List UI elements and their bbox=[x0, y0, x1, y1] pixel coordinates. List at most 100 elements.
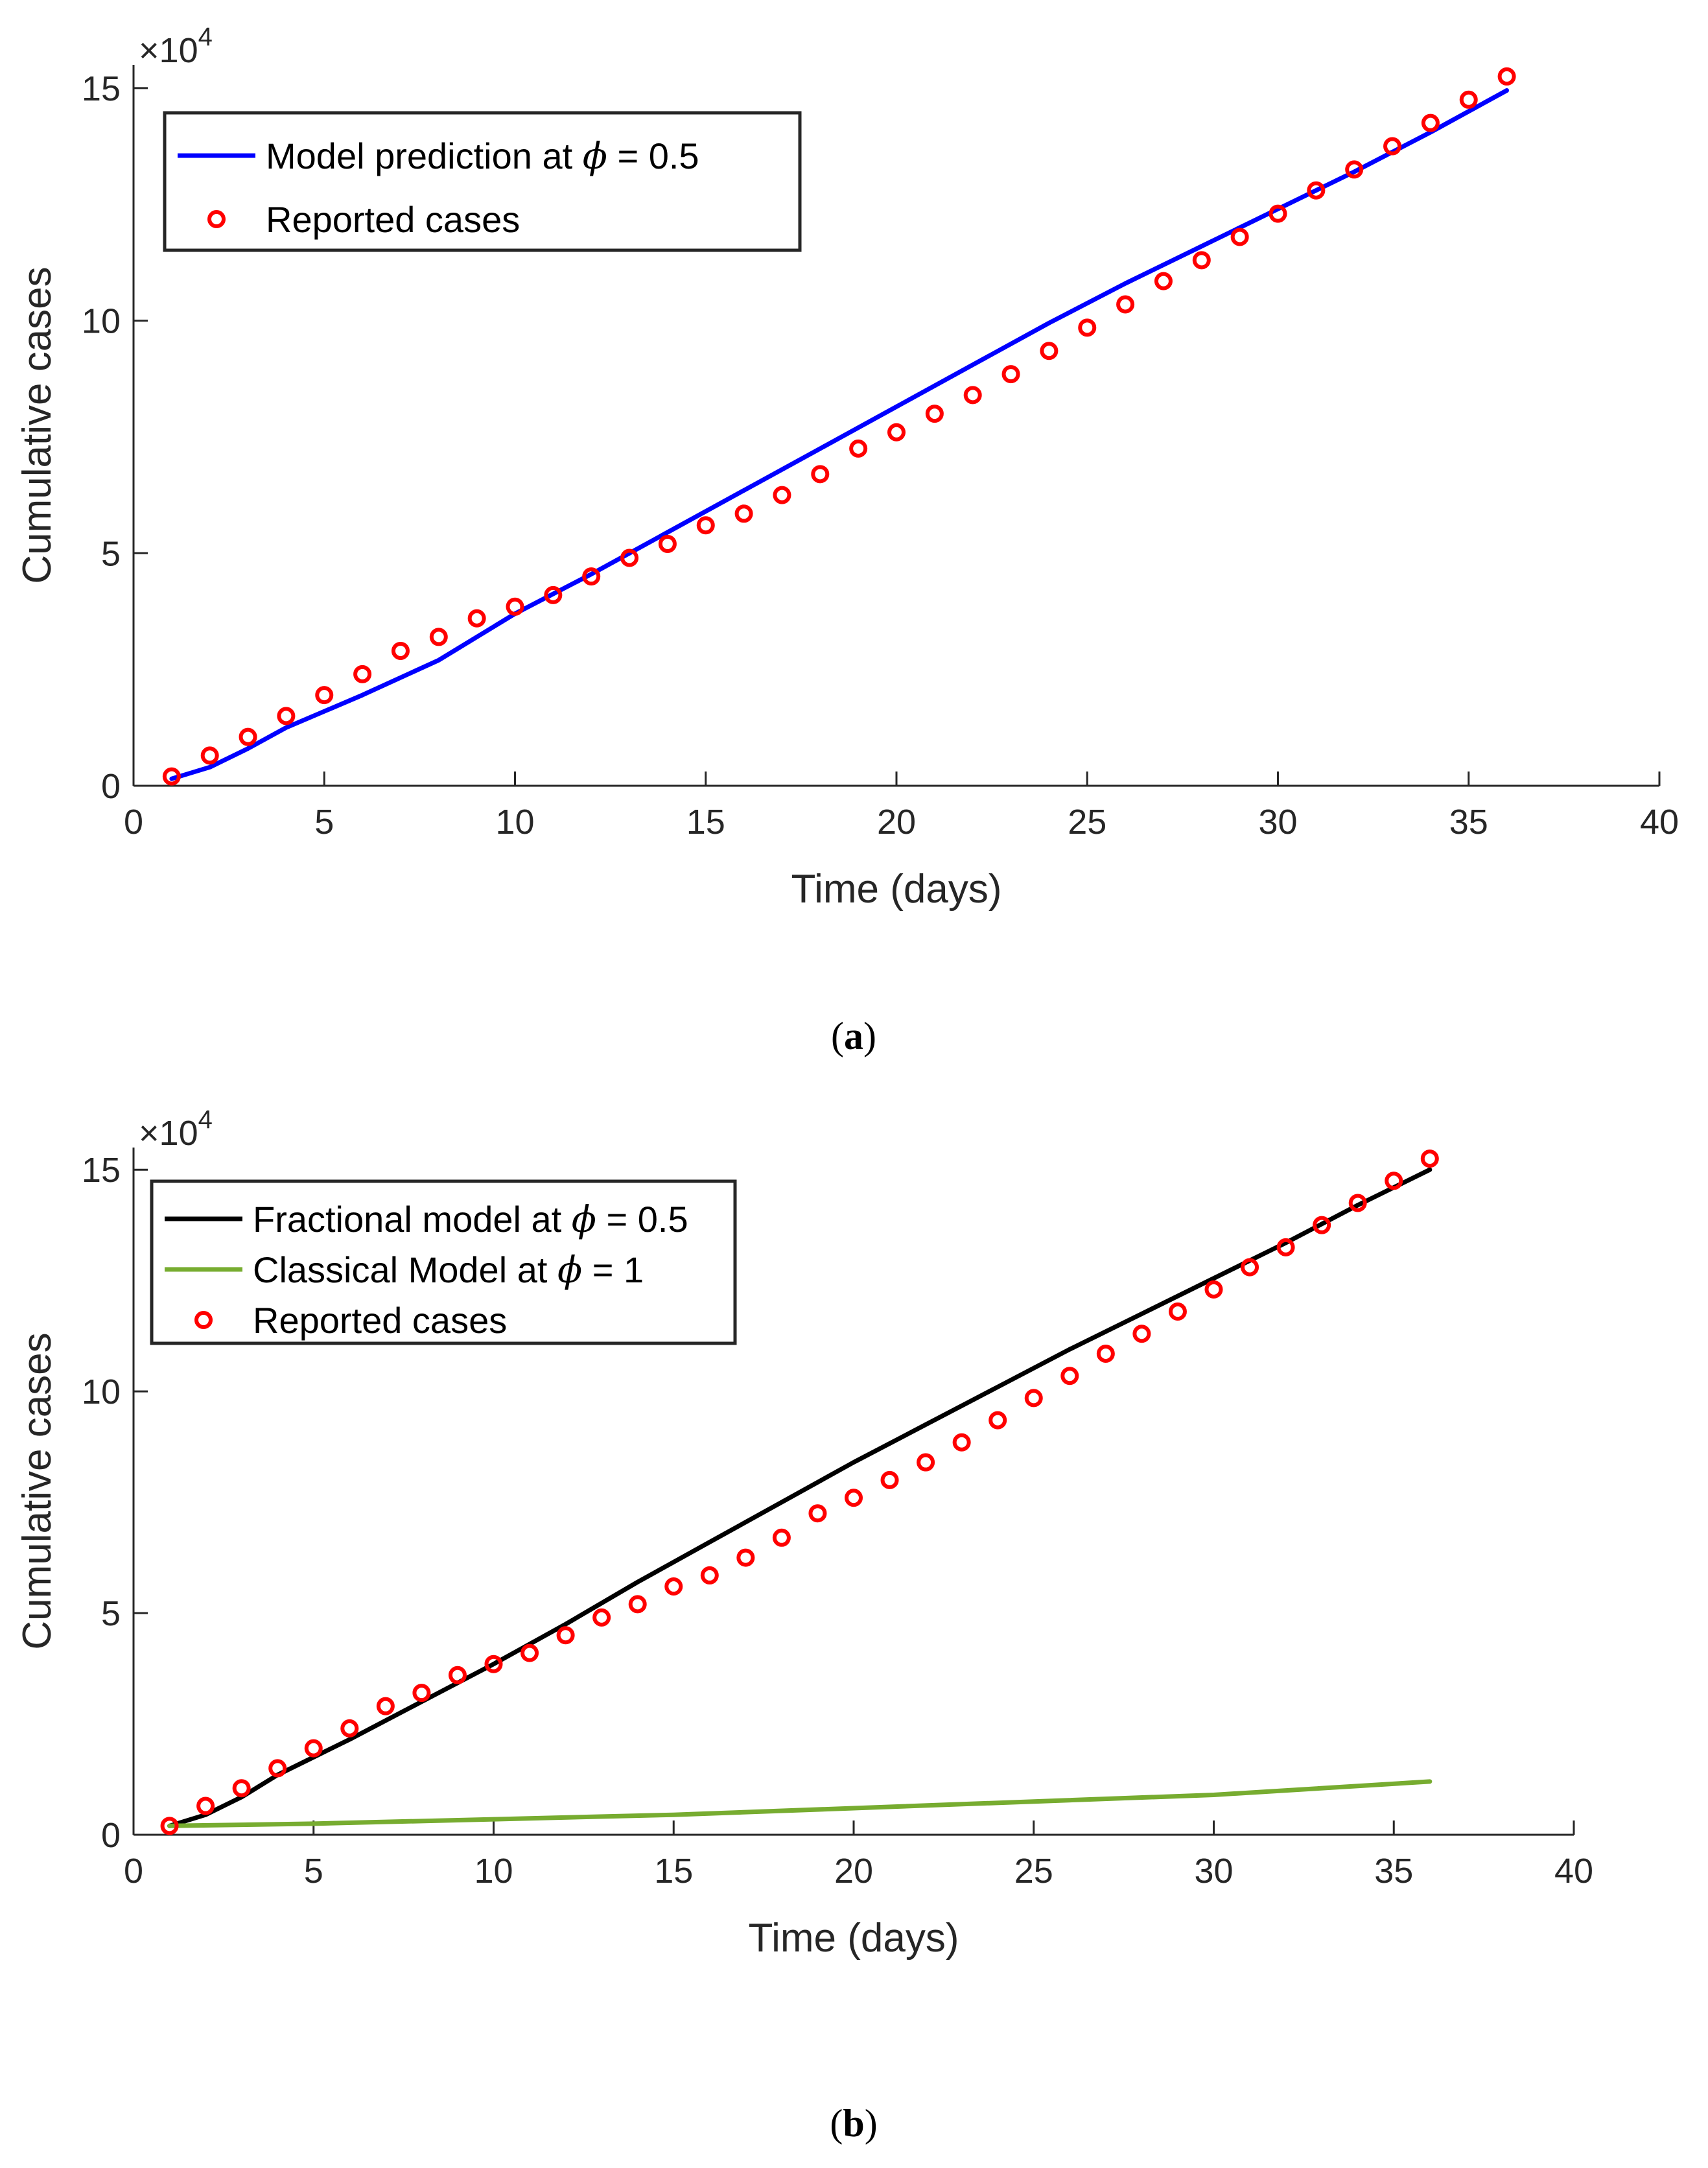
panel-label-close: ) bbox=[863, 1015, 876, 1057]
data-point bbox=[1154, 272, 1173, 290]
data-point bbox=[1132, 1325, 1151, 1343]
data-point bbox=[196, 1797, 215, 1815]
data-point bbox=[664, 1577, 683, 1596]
legend-entry-text: Fractional model at bbox=[253, 1199, 572, 1240]
x-tick-label: 30 bbox=[1194, 1852, 1233, 1891]
data-point bbox=[772, 1528, 791, 1547]
data-point bbox=[700, 1566, 719, 1585]
x-tick-label: 40 bbox=[1554, 1852, 1593, 1891]
data-point bbox=[353, 665, 372, 683]
data-point bbox=[277, 707, 296, 725]
chart-panel-b: 0 5 10 15 20 25 30 35 40 0 5 10 15 ×104 Time (days) Cum… bbox=[15, 1105, 1593, 2145]
legend-entry: Reported cases bbox=[266, 199, 520, 240]
data-point bbox=[696, 516, 715, 535]
panel-label: (a) bbox=[831, 1015, 876, 1057]
data-point bbox=[556, 1626, 575, 1645]
x-tick-label: 5 bbox=[314, 803, 334, 842]
y-multiplier-exponent: 4 bbox=[198, 1105, 213, 1134]
legend-marker-swatch bbox=[194, 1311, 213, 1329]
y-multiplier-exponent: 4 bbox=[198, 23, 213, 51]
data-point bbox=[1024, 1389, 1043, 1408]
data-point bbox=[391, 641, 410, 660]
legend-entry-symbol: ϕ bbox=[583, 136, 607, 178]
series-line-1 bbox=[167, 1779, 1433, 1828]
data-point bbox=[1040, 342, 1059, 360]
data-point bbox=[1001, 365, 1020, 384]
data-point bbox=[1276, 1238, 1295, 1256]
x-tick-label: 40 bbox=[1640, 803, 1679, 842]
data-point bbox=[200, 746, 219, 765]
x-tick-label: 5 bbox=[304, 1852, 323, 1891]
data-point bbox=[917, 1453, 935, 1472]
y-tick-label: 10 bbox=[82, 1373, 121, 1411]
legend-entry-text: Reported cases bbox=[266, 199, 520, 240]
x-axis-title: Time (days) bbox=[749, 1916, 959, 1961]
data-point bbox=[315, 686, 334, 705]
legend-entry-symbol: ϕ bbox=[557, 1249, 582, 1291]
legend-entry: Reported cases bbox=[253, 1300, 507, 1341]
data-point bbox=[544, 585, 563, 604]
data-point bbox=[412, 1684, 431, 1703]
data-point bbox=[340, 1719, 359, 1738]
legend-entry: Fractional model at ϕ = 0.5 bbox=[253, 1199, 688, 1241]
data-point bbox=[592, 1608, 611, 1627]
data-point bbox=[845, 1489, 863, 1507]
legend-entry-text: Reported cases bbox=[253, 1300, 507, 1341]
data-point bbox=[1385, 1172, 1403, 1190]
data-point bbox=[1307, 181, 1326, 200]
x-tick-label: 0 bbox=[124, 803, 143, 842]
data-point bbox=[925, 405, 944, 423]
data-point bbox=[849, 439, 868, 458]
legend-entry-text: Model prediction at bbox=[266, 136, 583, 176]
data-point bbox=[1420, 1149, 1439, 1168]
data-point bbox=[1096, 1345, 1115, 1363]
data-point bbox=[1078, 318, 1097, 337]
x-tick-label: 20 bbox=[877, 803, 916, 842]
data-point bbox=[1241, 1258, 1259, 1277]
data-point bbox=[1313, 1216, 1331, 1234]
y-tick-label: 0 bbox=[101, 1816, 121, 1855]
legend-entry-value: = 0.5 bbox=[607, 136, 699, 176]
y-tick-label: 5 bbox=[101, 1594, 121, 1633]
data-point bbox=[658, 534, 677, 553]
data-point bbox=[734, 504, 753, 523]
legend-box bbox=[150, 1179, 737, 1345]
panel-label-open: ( bbox=[830, 2102, 843, 2145]
data-point bbox=[1168, 1302, 1187, 1321]
chart-panel-a: 0 5 10 15 20 25 30 35 40 0 5 10 15 ×104 Time (days) Cum… bbox=[15, 23, 1679, 1057]
data-point bbox=[429, 628, 448, 646]
series-line-0 bbox=[169, 88, 1510, 781]
data-point bbox=[162, 767, 181, 786]
data-point bbox=[1383, 137, 1402, 156]
data-point bbox=[304, 1739, 323, 1758]
y-tick-label: 15 bbox=[82, 69, 121, 108]
data-point bbox=[628, 1595, 647, 1614]
data-point bbox=[521, 1644, 539, 1662]
x-tick-label: 35 bbox=[1374, 1852, 1413, 1891]
panel-label-open: ( bbox=[831, 1015, 844, 1057]
data-point bbox=[1345, 160, 1364, 179]
panel-label: (b) bbox=[830, 2102, 877, 2145]
panel-label-letter: b bbox=[843, 2102, 864, 2145]
x-tick-label: 25 bbox=[1014, 1852, 1053, 1891]
panel-label-close: ) bbox=[865, 2102, 878, 2145]
data-point bbox=[484, 1655, 503, 1673]
y-multiplier-base: ×10 bbox=[139, 31, 198, 70]
data-point bbox=[952, 1433, 971, 1452]
data-point bbox=[1204, 1280, 1223, 1299]
data-point bbox=[989, 1411, 1007, 1430]
data-point bbox=[1116, 295, 1135, 314]
data-point bbox=[620, 548, 639, 567]
y-axis-title: Cumulative cases bbox=[15, 1332, 60, 1649]
data-point bbox=[1459, 90, 1478, 109]
y-tick-label: 0 bbox=[101, 767, 121, 806]
panel-label-letter: a bbox=[844, 1015, 863, 1057]
legend-entry: Classical Model at ϕ = 1 bbox=[253, 1249, 644, 1291]
legend-marker-swatch bbox=[207, 210, 226, 228]
legend-entry: Model prediction at ϕ = 0.5 bbox=[266, 136, 699, 178]
data-point bbox=[736, 1548, 755, 1567]
legend-entry-text: Classical Model at bbox=[253, 1249, 557, 1290]
x-axis-title: Time (days) bbox=[791, 867, 1002, 912]
data-point bbox=[448, 1666, 467, 1684]
data-point bbox=[773, 486, 791, 504]
